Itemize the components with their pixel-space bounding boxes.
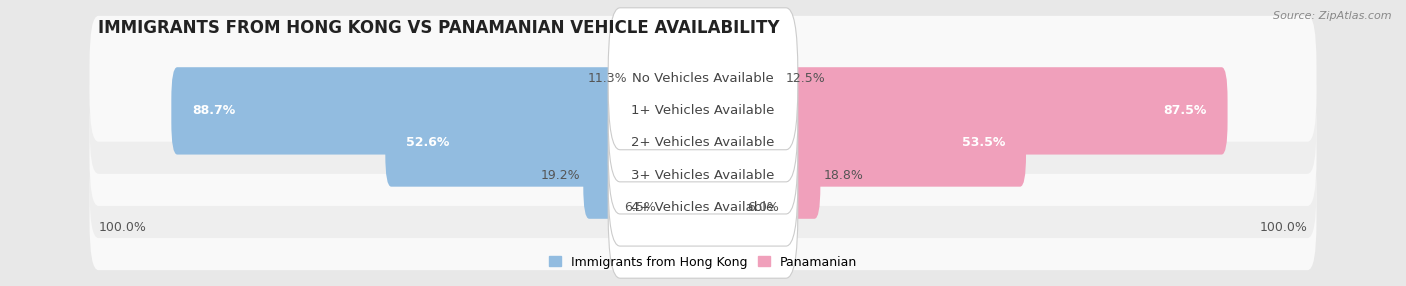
FancyBboxPatch shape — [697, 67, 1227, 154]
FancyBboxPatch shape — [172, 67, 709, 154]
Legend: Immigrants from Hong Kong, Panamanian: Immigrants from Hong Kong, Panamanian — [548, 255, 858, 269]
Text: IMMIGRANTS FROM HONG KONG VS PANAMANIAN VEHICLE AVAILABILITY: IMMIGRANTS FROM HONG KONG VS PANAMANIAN … — [98, 19, 780, 37]
FancyBboxPatch shape — [90, 80, 1316, 206]
FancyBboxPatch shape — [609, 104, 797, 246]
FancyBboxPatch shape — [609, 136, 797, 278]
FancyBboxPatch shape — [90, 16, 1316, 142]
FancyBboxPatch shape — [90, 112, 1316, 238]
Text: 4+ Vehicles Available: 4+ Vehicles Available — [631, 201, 775, 214]
FancyBboxPatch shape — [697, 99, 1026, 187]
FancyBboxPatch shape — [609, 40, 797, 182]
Text: 2+ Vehicles Available: 2+ Vehicles Available — [631, 136, 775, 150]
FancyBboxPatch shape — [658, 164, 709, 251]
Text: 100.0%: 100.0% — [98, 221, 146, 234]
Text: 88.7%: 88.7% — [193, 104, 235, 117]
Text: 3+ Vehicles Available: 3+ Vehicles Available — [631, 169, 775, 182]
FancyBboxPatch shape — [609, 8, 797, 150]
Text: Source: ZipAtlas.com: Source: ZipAtlas.com — [1274, 11, 1392, 21]
FancyBboxPatch shape — [697, 164, 745, 251]
Text: 87.5%: 87.5% — [1163, 104, 1206, 117]
Text: 12.5%: 12.5% — [786, 72, 825, 85]
Text: 100.0%: 100.0% — [1260, 221, 1308, 234]
FancyBboxPatch shape — [90, 144, 1316, 270]
Text: 6.5%: 6.5% — [624, 201, 655, 214]
FancyBboxPatch shape — [697, 35, 783, 122]
FancyBboxPatch shape — [630, 35, 709, 122]
Text: 19.2%: 19.2% — [541, 169, 581, 182]
Text: 52.6%: 52.6% — [406, 136, 450, 150]
FancyBboxPatch shape — [697, 132, 820, 219]
Text: 53.5%: 53.5% — [962, 136, 1005, 150]
FancyBboxPatch shape — [90, 48, 1316, 174]
FancyBboxPatch shape — [583, 132, 709, 219]
Text: 1+ Vehicles Available: 1+ Vehicles Available — [631, 104, 775, 117]
FancyBboxPatch shape — [609, 72, 797, 214]
Text: No Vehicles Available: No Vehicles Available — [633, 72, 773, 85]
Text: 18.8%: 18.8% — [824, 169, 863, 182]
Text: 11.3%: 11.3% — [588, 72, 627, 85]
FancyBboxPatch shape — [385, 99, 709, 187]
Text: 6.0%: 6.0% — [748, 201, 779, 214]
